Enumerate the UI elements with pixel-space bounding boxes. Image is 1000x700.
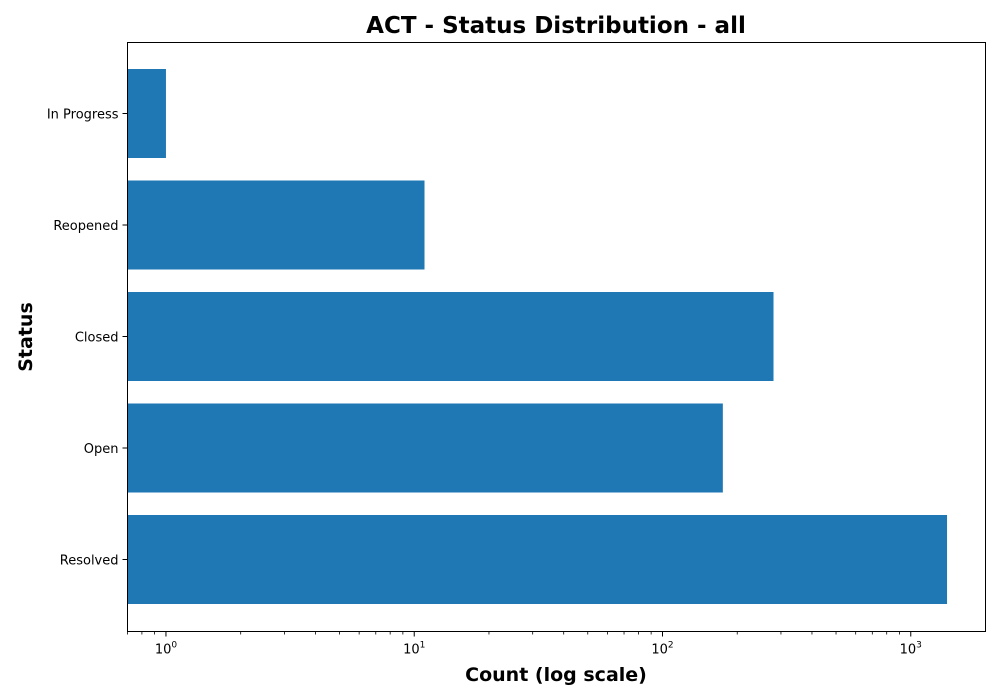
bar-reopened: [127, 180, 425, 270]
chart-title: ACT - Status Distribution - all: [366, 13, 746, 39]
bar-resolved: [127, 515, 948, 604]
x-tick-label: 103: [900, 641, 922, 658]
bars-layer: [127, 69, 948, 604]
y-ticks-layer: In Progress Reopened Closed Open Resolved: [47, 108, 128, 569]
x-ticks-layer: 100 101 102 103: [127, 631, 922, 658]
y-axis-label: Status: [15, 302, 37, 372]
y-tick-label: Open: [84, 442, 119, 457]
bar-open: [127, 403, 723, 493]
y-tick-label: Closed: [75, 331, 119, 346]
x-tick-label: 102: [651, 641, 673, 658]
x-tick-label: 100: [155, 641, 178, 658]
plot-frame: [127, 42, 986, 632]
y-tick-label: In Progress: [47, 108, 119, 123]
bar-in-progress: [127, 69, 166, 158]
y-tick-label: Resolved: [60, 554, 119, 569]
x-axis-label: Count (log scale): [465, 664, 647, 686]
y-tick-label: Reopened: [53, 219, 118, 234]
bar-closed: [127, 292, 774, 381]
x-tick-label: 101: [403, 641, 425, 658]
